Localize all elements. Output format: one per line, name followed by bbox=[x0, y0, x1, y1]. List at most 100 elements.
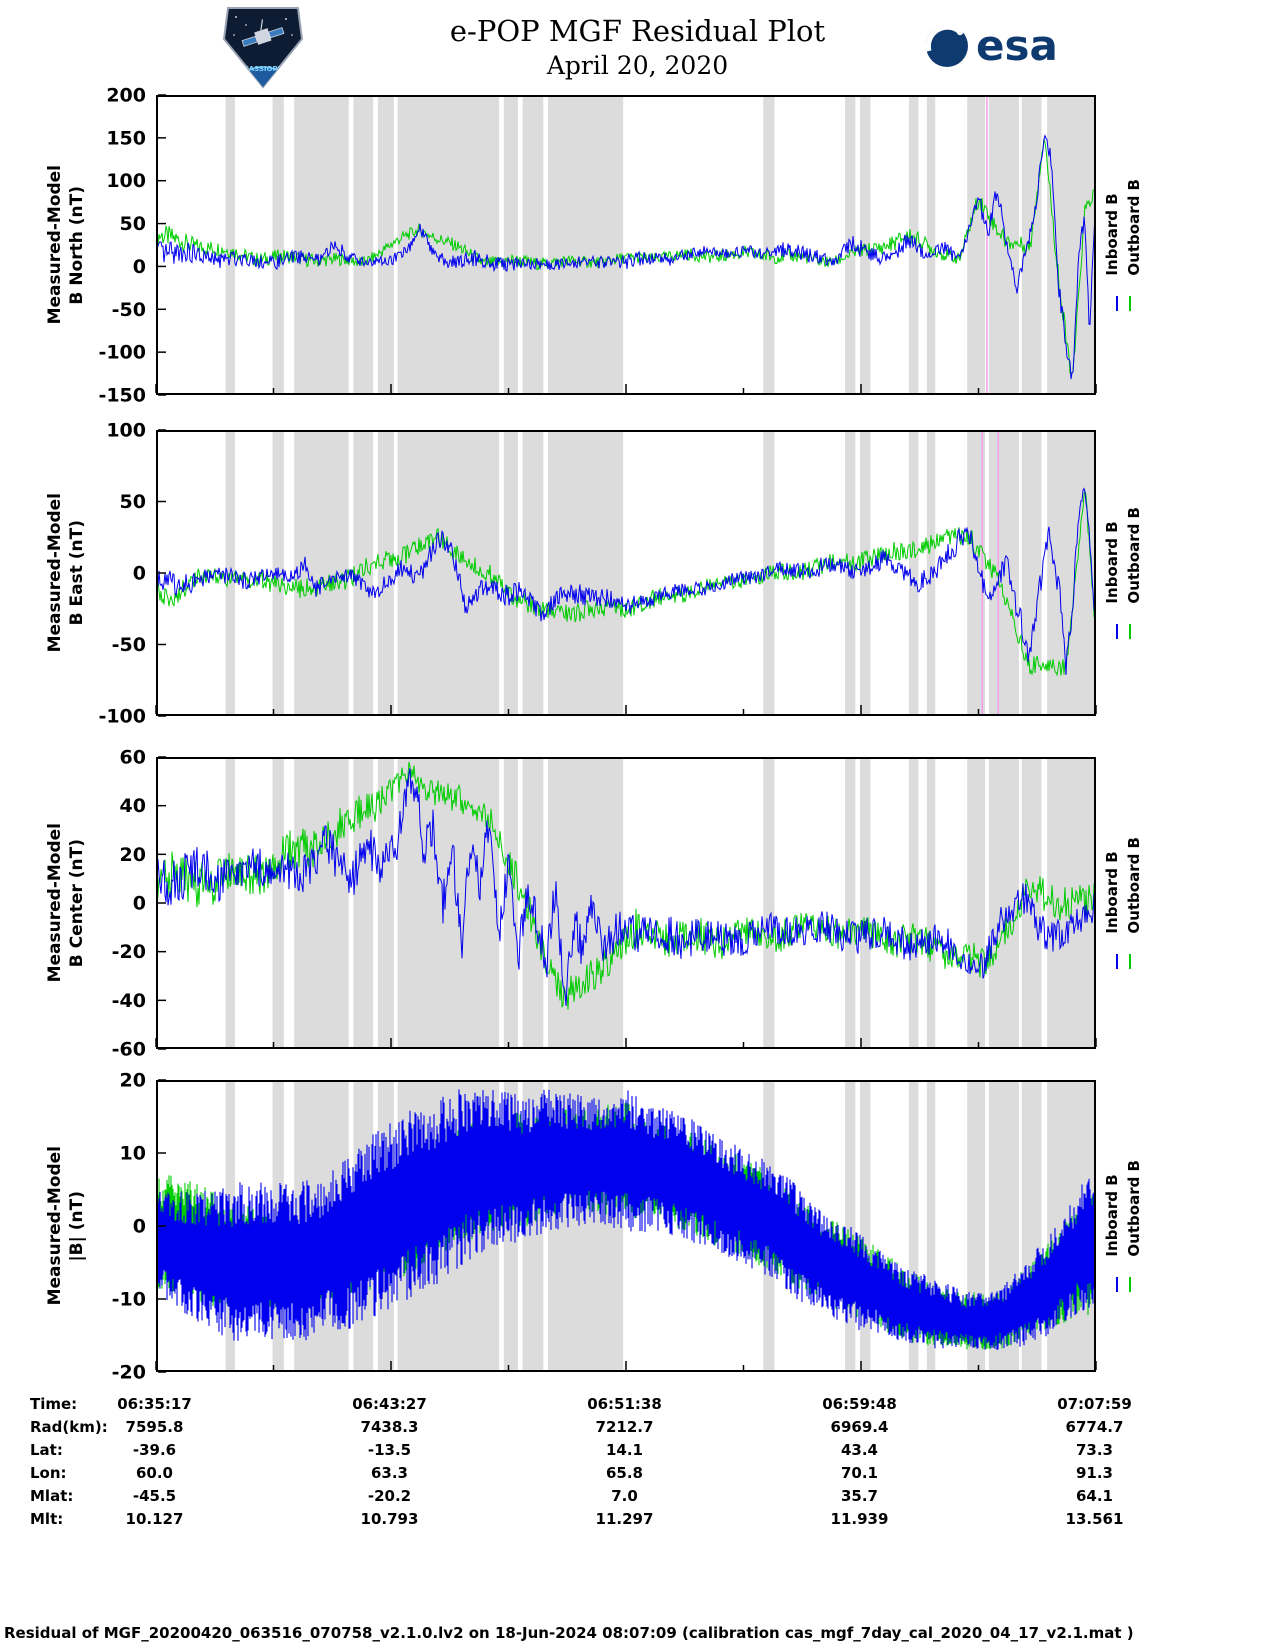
legend-b-north: Inboard B Outboard B bbox=[1096, 95, 1150, 395]
table-cell: -39.6 bbox=[132, 1441, 177, 1459]
plot-title: e-POP MGF Residual Plot bbox=[449, 14, 826, 48]
table-cell: 7.0 bbox=[611, 1487, 638, 1505]
inboard-color-key bbox=[1115, 1276, 1118, 1292]
legend-inboard-label: Inboard B bbox=[1103, 521, 1121, 604]
outboard-color-key bbox=[1128, 295, 1131, 311]
table-row: Time: 06:35:17 06:43:27 06:51:38 06:59:48 07:… bbox=[0, 1395, 1275, 1418]
esa-emblem-icon bbox=[925, 24, 968, 67]
outboard-color-key bbox=[1128, 1276, 1131, 1292]
table-row: Lon: 60.0 63.3 65.8 70.1 91.3 bbox=[0, 1464, 1275, 1487]
outboard-color-key bbox=[1128, 953, 1131, 969]
svg-text:0: 0 bbox=[133, 256, 146, 278]
table-cell: 06:35:17 bbox=[117, 1395, 192, 1413]
legend-labels: Inboard B Outboard B bbox=[1103, 507, 1143, 604]
y-axis-label-line2: B East (nT) bbox=[67, 520, 87, 626]
y-axis-label-line1: Measured-Model bbox=[45, 165, 66, 325]
legend-outboard-label: Outboard B bbox=[1125, 837, 1143, 934]
svg-text:-20: -20 bbox=[112, 941, 146, 963]
svg-text:0: 0 bbox=[133, 1216, 146, 1238]
svg-text:60: 60 bbox=[120, 747, 146, 769]
svg-text:-60: -60 bbox=[112, 1039, 146, 1061]
y-axis-label-b-magnitude: Measured-Model |B| (nT) bbox=[38, 1080, 96, 1372]
table-row-label: Rad(km): bbox=[30, 1418, 108, 1436]
table-row: Lat: -39.6 -13.5 14.1 43.4 73.3 bbox=[0, 1441, 1275, 1464]
y-axis-label-line1: Measured-Model bbox=[45, 493, 66, 653]
plot-area-b-center: 60 40 20 0 -20 -40 -60 bbox=[96, 747, 1097, 1061]
svg-text:-20: -20 bbox=[112, 1362, 146, 1384]
table-cell: 91.3 bbox=[1075, 1464, 1113, 1482]
svg-text:50: 50 bbox=[120, 213, 146, 235]
svg-text:CASSIOPE: CASSIOPE bbox=[244, 65, 283, 73]
svg-text:-10: -10 bbox=[112, 1289, 146, 1311]
table-row: Mlat: -45.5 -20.2 7.0 35.7 64.1 bbox=[0, 1487, 1275, 1510]
svg-text:-150: -150 bbox=[98, 385, 146, 407]
table-cell: 64.1 bbox=[1075, 1487, 1113, 1505]
table-cell: 65.8 bbox=[605, 1464, 643, 1482]
esa-wordmark: esa bbox=[976, 21, 1058, 71]
cassiope-patch-graphic: CASSIOPE bbox=[222, 7, 304, 89]
header: CASSIOPE e-POP MGF Residual Plot April 2… bbox=[0, 0, 1275, 95]
table-row-label: Time: bbox=[30, 1395, 78, 1413]
inboard-color-key bbox=[1115, 295, 1118, 311]
legend-inboard-label: Inboard B bbox=[1103, 851, 1121, 934]
panel-b-magnitude: Measured-Model |B| (nT) 20 10 0 -10 -20 Inbo… bbox=[38, 1070, 1275, 1384]
legend-color-keys bbox=[1115, 1276, 1131, 1292]
table-cell: 10.127 bbox=[125, 1510, 184, 1528]
legend-color-keys bbox=[1115, 953, 1131, 969]
table-cell: 6969.4 bbox=[830, 1418, 889, 1436]
legend-inboard-label: Inboard B bbox=[1103, 1174, 1121, 1257]
y-axis-label-line2: |B| (nT) bbox=[67, 1190, 87, 1262]
table-cell: 7438.3 bbox=[360, 1418, 419, 1436]
plot-date: April 20, 2020 bbox=[546, 51, 729, 80]
plot-area-b-north: 200 150 100 50 0 -50 -100 -150 bbox=[96, 85, 1097, 407]
table-cell: 7212.7 bbox=[595, 1418, 654, 1436]
svg-text:-100: -100 bbox=[98, 706, 146, 728]
titles: e-POP MGF Residual Plot April 20, 2020 bbox=[0, 0, 1275, 80]
y-axis-label-line1: Measured-Model bbox=[45, 1146, 66, 1306]
legend-outboard-label: Outboard B bbox=[1125, 1160, 1143, 1257]
esa-logo: esa bbox=[925, 24, 1058, 68]
table-cell: 06:43:27 bbox=[352, 1395, 427, 1413]
table-cell: 14.1 bbox=[605, 1441, 643, 1459]
y-axis-label-b-north: Measured-Model B North (nT) bbox=[38, 95, 96, 395]
cassiope-mission-patch: CASSIOPE bbox=[222, 5, 304, 91]
table-cell: 43.4 bbox=[840, 1441, 878, 1459]
legend-color-keys bbox=[1115, 623, 1131, 639]
table-cell: 6774.7 bbox=[1065, 1418, 1124, 1436]
table-cell: 06:51:38 bbox=[587, 1395, 662, 1413]
table-row-label: Lon: bbox=[30, 1464, 67, 1482]
outboard-color-key bbox=[1128, 623, 1131, 639]
legend-color-keys bbox=[1115, 295, 1131, 311]
inboard-color-key bbox=[1115, 623, 1118, 639]
panel-b-north: Measured-Model B North (nT) 200 150 100 50 0… bbox=[38, 85, 1275, 407]
svg-text:10: 10 bbox=[120, 1143, 146, 1165]
svg-text:0: 0 bbox=[133, 893, 146, 915]
svg-text:-50: -50 bbox=[112, 299, 146, 321]
legend-labels: Inboard B Outboard B bbox=[1103, 179, 1143, 276]
svg-text:-40: -40 bbox=[112, 990, 146, 1012]
y-axis-label-line1: Measured-Model bbox=[45, 823, 66, 983]
svg-text:40: 40 bbox=[120, 795, 146, 817]
table-cell: 11.939 bbox=[830, 1510, 889, 1528]
legend-b-center: Inboard B Outboard B bbox=[1096, 757, 1150, 1049]
legend-outboard-label: Outboard B bbox=[1125, 179, 1143, 276]
svg-text:100: 100 bbox=[106, 420, 146, 442]
table-row-label: Mlat: bbox=[30, 1487, 74, 1505]
plot-area-b-east: 100 50 0 -50 -100 bbox=[96, 420, 1097, 728]
ephemeris-table: Time: 06:35:17 06:43:27 06:51:38 06:59:48 07:… bbox=[0, 1395, 1275, 1535]
svg-text:20: 20 bbox=[120, 844, 146, 866]
table-cell: 7595.8 bbox=[125, 1418, 184, 1436]
table-cell: 63.3 bbox=[370, 1464, 408, 1482]
svg-text:150: 150 bbox=[106, 127, 146, 149]
table-row-label: Lat: bbox=[30, 1441, 63, 1459]
table-row: Mlt: 10.127 10.793 11.297 11.939 13.561 bbox=[0, 1510, 1275, 1533]
svg-text:-50: -50 bbox=[112, 634, 146, 656]
svg-text:50: 50 bbox=[120, 491, 146, 513]
footer-text: Residual of MGF_20200420_063516_070758_v… bbox=[4, 1624, 1134, 1642]
y-axis-label-b-center: Measured-Model B Center (nT) bbox=[38, 757, 96, 1049]
table-cell: 06:59:48 bbox=[822, 1395, 897, 1413]
table-cell: -13.5 bbox=[367, 1441, 412, 1459]
table-cell: 35.7 bbox=[840, 1487, 878, 1505]
table-row-label: Mlt: bbox=[30, 1510, 64, 1528]
plot-area-b-magnitude: 20 10 0 -10 -20 bbox=[96, 1070, 1097, 1384]
